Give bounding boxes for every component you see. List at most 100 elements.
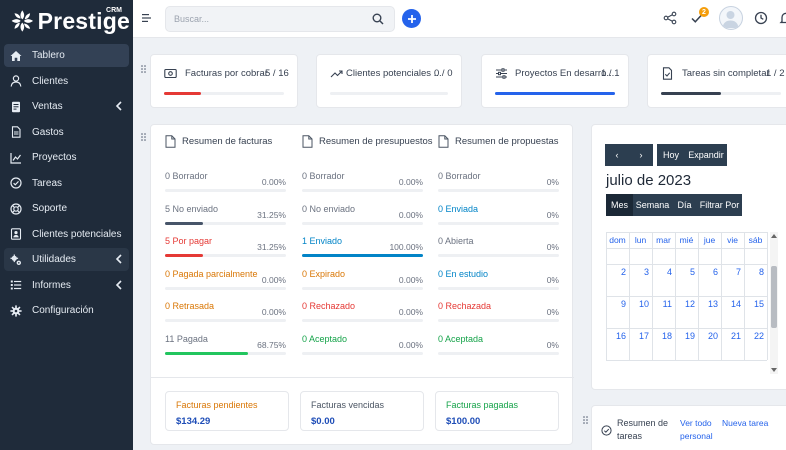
- quick-create-button[interactable]: [402, 9, 421, 28]
- new-personal-task-link-cont[interactable]: personal: [680, 431, 713, 441]
- total-facturas-pagadas[interactable]: Facturas pagadas $100.00: [435, 391, 559, 431]
- calendar-day[interactable]: 12: [684, 299, 695, 309]
- stat-card-proyectos[interactable]: Proyectos En desarro... 1 / 1: [481, 54, 629, 108]
- stat-card-clientes-potenciales[interactable]: Clientes potenciales ... 0 / 0: [316, 54, 462, 108]
- stat-progress: [661, 92, 781, 95]
- status-row-label[interactable]: 0 En estudio: [438, 268, 489, 279]
- status-row-label[interactable]: 0 Abierta: [438, 236, 474, 247]
- status-row-label[interactable]: 0 Borrador: [302, 171, 345, 181]
- sidebar-item-tablero[interactable]: Tablero: [4, 44, 129, 67]
- view-all-tasks-link[interactable]: Ver todo: [680, 418, 712, 428]
- status-row-progress-fill: [165, 221, 203, 225]
- sidebar-item-label: Soporte: [32, 203, 68, 214]
- calendar-day[interactable]: 16: [615, 331, 626, 341]
- status-row-label[interactable]: 0 Aceptada: [438, 334, 484, 344]
- calendar-today-button[interactable]: Hoy: [657, 144, 685, 166]
- sidebar-item-informes[interactable]: Informes: [4, 274, 129, 297]
- sidebar-item-gastos[interactable]: Gastos: [4, 121, 129, 144]
- total-value: $134.29: [176, 416, 211, 427]
- drag-handle-icon[interactable]: [583, 416, 588, 424]
- brand-logo[interactable]: Prestige CRM: [10, 4, 130, 38]
- calendar-day[interactable]: 19: [684, 331, 695, 341]
- sidebar-item-soporte[interactable]: Soporte: [4, 197, 129, 220]
- calendar-next-button[interactable]: ›: [629, 144, 653, 166]
- calendar-day[interactable]: 14: [730, 299, 741, 309]
- sidebar-item-clientes[interactable]: Clientes: [4, 70, 129, 93]
- calendar-day[interactable]: 13: [707, 299, 718, 309]
- status-row-label[interactable]: 0 Borrador: [165, 171, 208, 181]
- calendar-day[interactable]: 2: [620, 267, 626, 277]
- calendar-day[interactable]: 7: [735, 267, 741, 277]
- sidebar-item-label: Tablero: [32, 50, 65, 61]
- tasks-check-icon[interactable]: [690, 11, 704, 25]
- scroll-down-icon[interactable]: [771, 368, 777, 372]
- tasks-summary-panel: Resumen de tareas Ver todo Nueva tarea p…: [591, 405, 786, 450]
- status-row-percent: 0%: [546, 340, 559, 350]
- sidebar-item-utilidades[interactable]: Utilidades: [4, 248, 129, 271]
- status-row-label[interactable]: 0 Expirado: [302, 268, 346, 279]
- calendar-view-day[interactable]: Día: [672, 194, 697, 216]
- search-input[interactable]: [166, 7, 366, 31]
- scroll-up-icon[interactable]: [771, 234, 777, 238]
- new-personal-task-link[interactable]: Nueva tarea: [722, 418, 769, 428]
- drag-handle-icon[interactable]: [141, 133, 146, 141]
- calendar-day[interactable]: 17: [638, 331, 649, 341]
- status-row-progress: [165, 286, 286, 290]
- calendar-gridline: [606, 264, 767, 265]
- stat-card-tareas[interactable]: Tareas sin completar 1 / 2: [647, 54, 786, 108]
- status-row-label[interactable]: 1 Enviado: [302, 236, 343, 247]
- status-row-label[interactable]: 0 Borrador: [438, 171, 481, 181]
- calendar-view-week[interactable]: Semana: [633, 194, 672, 216]
- status-row-label[interactable]: 5 Por pagar: [165, 236, 213, 247]
- status-row-label[interactable]: 0 Rechazado: [302, 301, 356, 312]
- bell-icon[interactable]: [779, 11, 786, 25]
- calendar-day[interactable]: 20: [707, 331, 718, 341]
- status-row-progress-fill: [165, 254, 203, 258]
- calendar-expand-button[interactable]: Expandir: [685, 144, 727, 166]
- status-row-label[interactable]: 0 No enviado: [302, 203, 356, 214]
- sidebar-item-proyectos[interactable]: Proyectos: [4, 146, 129, 169]
- stat-card-facturas[interactable]: Facturas por cobrar 5 / 16: [150, 54, 298, 108]
- search-icon[interactable]: [372, 13, 384, 25]
- calendar-day[interactable]: 8: [758, 267, 764, 277]
- summary-proposals-header: Resumen de propuestas: [438, 135, 559, 148]
- total-facturas-vencidas[interactable]: Facturas vencidas $0.00: [300, 391, 424, 431]
- calendar-day[interactable]: 5: [689, 267, 695, 277]
- total-facturas-pendientes[interactable]: Facturas pendientes $134.29: [165, 391, 289, 431]
- calendar-day[interactable]: 22: [753, 331, 764, 341]
- sidebar-item-clientes-potenciales[interactable]: Clientes potenciales: [4, 223, 129, 246]
- life-ring-icon: [9, 202, 23, 216]
- status-row-label[interactable]: 0 Enviada: [438, 203, 479, 214]
- avatar[interactable]: [719, 6, 743, 30]
- calendar-day[interactable]: 21: [730, 331, 741, 341]
- calendar-day[interactable]: 4: [666, 267, 672, 277]
- drag-handle-icon[interactable]: [141, 65, 146, 73]
- calendar-day[interactable]: 3: [643, 267, 649, 277]
- status-row-label[interactable]: 0 Pagada parcialmente: [165, 268, 258, 279]
- calendar-weekday: lun: [634, 235, 647, 245]
- calendar-prev-button[interactable]: ‹: [605, 144, 629, 166]
- status-row-label[interactable]: 0 Aceptado: [302, 334, 348, 344]
- calendar-scrollbar[interactable]: [770, 232, 778, 374]
- status-row-label[interactable]: 0 Retrasada: [165, 301, 215, 312]
- calendar-day[interactable]: 15: [753, 299, 764, 309]
- calendar-day[interactable]: 9: [620, 299, 626, 309]
- clock-icon[interactable]: [754, 11, 768, 25]
- status-row-label[interactable]: 5 No enviado: [165, 203, 219, 214]
- sidebar-item-tareas[interactable]: Tareas: [4, 172, 129, 195]
- status-row-label[interactable]: 0 Rechazada: [438, 301, 492, 312]
- scroll-thumb[interactable]: [771, 266, 777, 328]
- calendar-day[interactable]: 11: [662, 299, 672, 309]
- status-row-label[interactable]: 11 Pagada: [165, 334, 208, 344]
- calendar-filter-button[interactable]: Filtrar Por: [697, 194, 742, 216]
- menu-toggle-icon[interactable]: [142, 13, 152, 23]
- calendar-view-month[interactable]: Mes: [606, 194, 633, 216]
- logo-mark-icon: [11, 10, 33, 32]
- calendar-weekday: mié: [679, 235, 694, 245]
- calendar-day[interactable]: 18: [661, 331, 672, 341]
- share-icon[interactable]: [663, 11, 677, 25]
- calendar-day[interactable]: 10: [638, 299, 649, 309]
- calendar-day[interactable]: 6: [712, 267, 718, 277]
- sidebar-item-configuracion[interactable]: Configuración: [4, 299, 129, 322]
- sidebar-item-ventas[interactable]: Ventas: [4, 95, 129, 118]
